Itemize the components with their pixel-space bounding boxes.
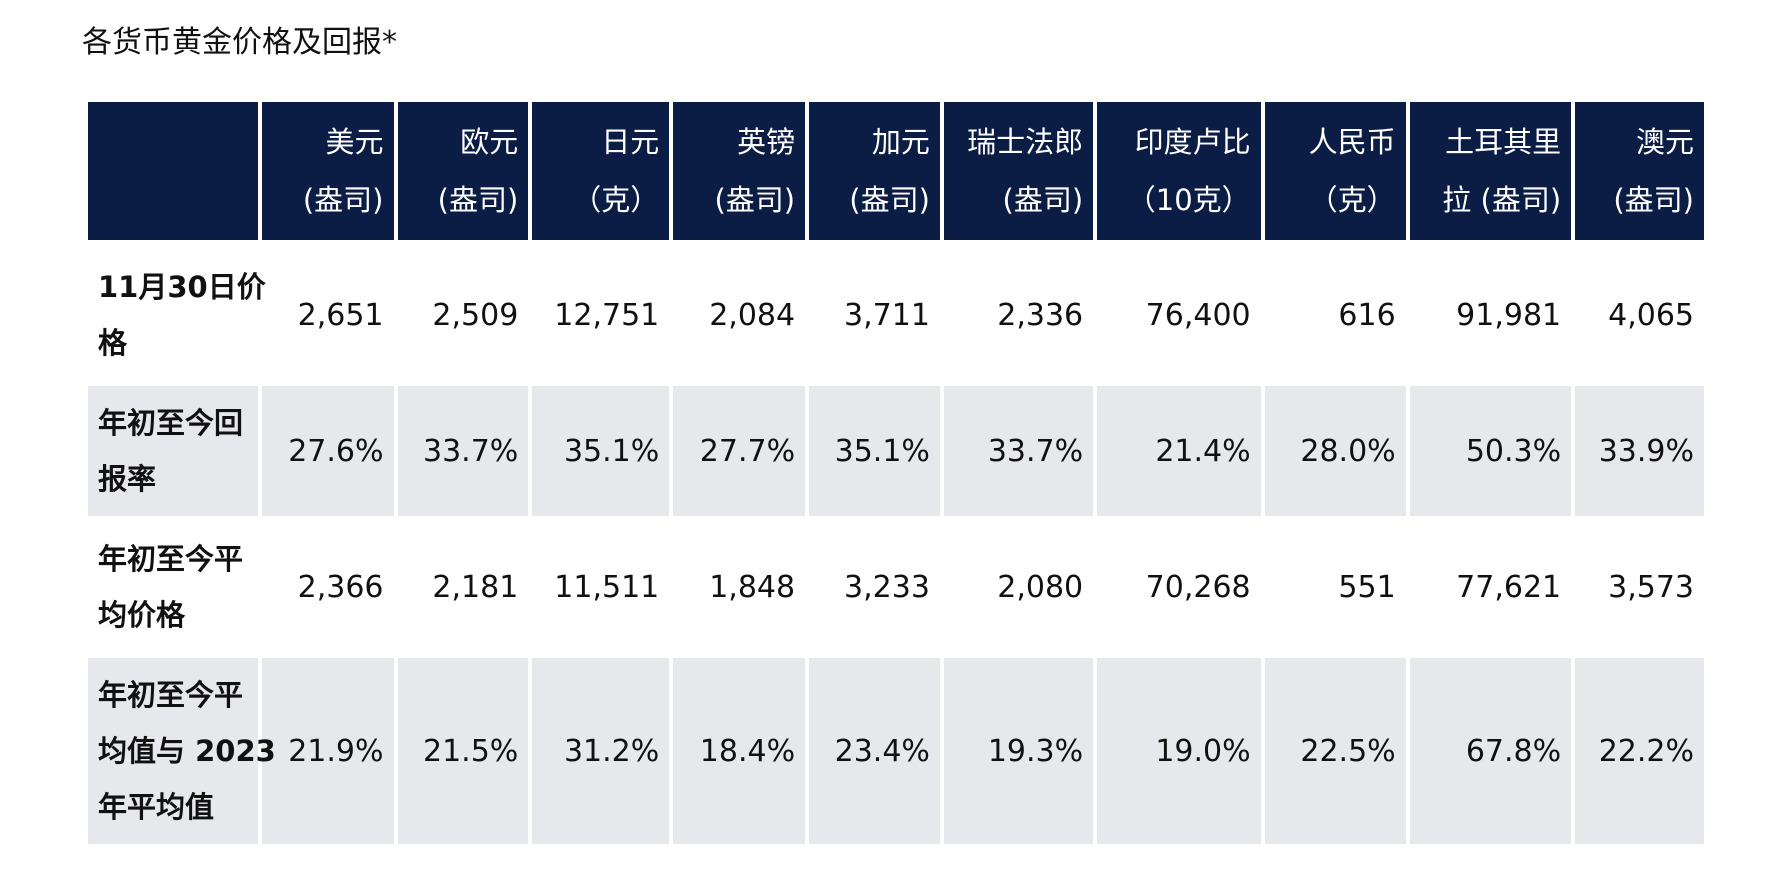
column-header-eur: 欧元 (盎司) [397,102,529,244]
table-cell: 33.9% [1575,382,1704,516]
table-cell: 21.5% [397,654,529,844]
table-cell: 551 [1264,516,1406,654]
table-cell: 35.1% [532,382,670,516]
table-cell: 2,084 [673,244,806,382]
table-cell: 22.2% [1575,654,1704,844]
column-header-cny: 人民币 （克） [1264,102,1406,244]
table-cell: 27.7% [673,382,806,516]
column-header-unit: (盎司) [302,183,384,217]
table-cell: 616 [1264,244,1406,382]
table-row-ytd-return: 年初至今回报率 27.6% 33.7% 35.1% 27.7% 35.1% 33… [88,382,1704,516]
table-cell: 76,400 [1097,244,1261,382]
table-cell: 2,509 [397,244,529,382]
column-header-try: 土耳其里拉 (盎司) [1409,102,1572,244]
column-header-unit: (盎司) [1613,183,1694,217]
table-title: 各货币黄金价格及回报* [82,25,397,60]
table-cell: 33.7% [943,382,1094,516]
column-header-unit: （克） [572,183,660,217]
table-cell: 2,366 [261,516,394,654]
table-cell: 22.5% [1264,654,1406,844]
table-row-current-price: 11月30日价格 2,651 2,509 12,751 2,084 3,711 … [88,244,1704,382]
table-cell: 12,751 [532,244,670,382]
table-cell: 28.0% [1264,382,1406,516]
header-corner-cell [88,102,258,244]
column-header-unit: （10克） [1126,183,1251,217]
row-label-line: 年初至今平 [98,678,244,712]
row-label-line: 格 [98,326,128,360]
table-cell: 50.3% [1409,382,1572,516]
table-cell: 11,511 [532,516,670,654]
column-header-line: 日元 [601,125,660,159]
column-header-line: 土耳其里 [1445,125,1562,159]
row-label: 年初至今平均值与 2023 年平均值 [88,654,276,844]
table-cell: 18.4% [673,654,806,844]
column-header-unit: 拉 (盎司) [1442,183,1562,217]
table-cell: 70,268 [1097,516,1261,654]
column-header-unit: （克） [1308,183,1396,217]
column-header-unit: (盎司) [849,183,930,217]
table-cell: 67.8% [1409,654,1572,844]
table-cell: 77,621 [1409,516,1572,654]
row-label-line: 11月30日价 [98,270,266,304]
table-cell: 2,080 [943,516,1094,654]
table-cell: 91,981 [1409,244,1572,382]
table-cell: 21.4% [1097,382,1261,516]
table-cell: 31.2% [532,654,670,844]
table-cell: 4,065 [1575,244,1704,382]
table-cell: 19.3% [943,654,1094,844]
column-header-unit: (盎司) [714,183,796,217]
column-header-inr: 印度卢比 （10克） [1097,102,1261,244]
column-header-unit: (盎司) [1002,183,1084,217]
table-cell: 23.4% [809,654,940,844]
column-header-unit: (盎司) [437,183,519,217]
column-header-aud: 澳元 (盎司) [1575,102,1704,244]
table-cell: 2,181 [397,516,529,654]
table-cell: 33.7% [397,382,529,516]
column-header-usd: 美元 (盎司) [261,102,394,244]
column-header-chf: 瑞士法郎 (盎司) [943,102,1094,244]
row-label: 11月30日价格 [88,244,266,382]
column-header-line: 加元 [871,125,930,159]
row-label-line: 年初至今回 [98,406,244,440]
table-cell: 19.0% [1097,654,1261,844]
table-cell: 1,848 [673,516,806,654]
gold-price-table: 美元 (盎司) 欧元 (盎司) 日元 （克） 英镑 (盎司) 加元 (盎司) 瑞士法郎 (盎… [84,102,1708,844]
table-cell: 3,233 [809,516,940,654]
table-cell: 2,651 [261,244,394,382]
column-header-line: 瑞士法郎 [967,125,1084,159]
column-header-gbp: 英镑 (盎司) [673,102,806,244]
table-cell: 35.1% [809,382,940,516]
row-label-line: 均价格 [98,598,186,632]
row-label-line: 报率 [98,462,157,496]
row-label-line: 年平均值 [98,790,215,824]
row-label-line: 年初至今平 [98,542,244,576]
table-cell: 27.6% [261,382,394,516]
table-row-ytd-vs-2023-average: 年初至今平均值与 2023 年平均值 21.9% 21.5% 31.2% 18.4… [88,654,1704,844]
row-label: 年初至今平 均价格 [88,516,258,654]
column-header-line: 人民币 [1308,125,1396,159]
column-header-line: 英镑 [737,125,796,159]
header-row: 美元 (盎司) 欧元 (盎司) 日元 （克） 英镑 (盎司) 加元 (盎司) 瑞士法郎 (盎… [88,102,1704,244]
table-cell: 2,336 [943,244,1094,382]
table-row-ytd-average-price: 年初至今平 均价格 2,366 2,181 11,511 1,848 3,233 … [88,516,1704,654]
row-label: 年初至今回 报率 [88,382,258,516]
column-header-line: 美元 [325,125,384,159]
table-cell: 21.9% [261,654,394,844]
column-header-jpy: 日元 （克） [532,102,670,244]
table-cell: 3,711 [809,244,940,382]
column-header-line: 印度卢比 [1134,125,1251,159]
table-cell: 3,573 [1575,516,1704,654]
column-header-line: 澳元 [1635,125,1694,159]
row-label-line: 均值与 2023 [98,734,276,768]
column-header-line: 欧元 [460,125,519,159]
column-header-cad: 加元 (盎司) [809,102,940,244]
